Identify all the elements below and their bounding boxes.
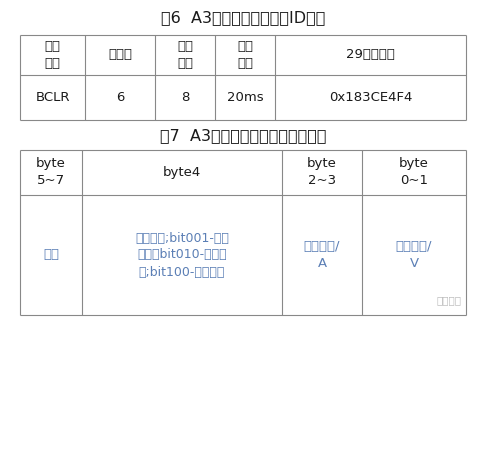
Text: byte
0~1: byte 0~1 bbox=[399, 158, 429, 188]
Text: 20ms: 20ms bbox=[226, 91, 263, 104]
Text: 刷新
速率: 刷新 速率 bbox=[237, 40, 253, 70]
Text: 充电模式;bit001-恒压
充电；bit010-恒流充
电;bit100-浮充充电: 充电模式;bit001-恒压 充电；bit010-恒流充 电;bit100-浮充… bbox=[135, 231, 229, 279]
Text: byte
2~3: byte 2~3 bbox=[307, 158, 337, 188]
Text: 预留: 预留 bbox=[43, 248, 59, 261]
Text: 表7  A3电池充电级别需求数据信息: 表7 A3电池充电级别需求数据信息 bbox=[160, 129, 326, 144]
Text: 电流需求/
A: 电流需求/ A bbox=[304, 240, 340, 270]
Text: 数据
长度: 数据 长度 bbox=[177, 40, 193, 70]
Text: 6: 6 bbox=[116, 91, 124, 104]
Text: 8: 8 bbox=[181, 91, 189, 104]
Text: 优先权: 优先权 bbox=[108, 49, 132, 62]
Text: 电压需求/
V: 电压需求/ V bbox=[396, 240, 432, 270]
Text: 29位标示符: 29位标示符 bbox=[346, 49, 395, 62]
Text: 0x183CE4F4: 0x183CE4F4 bbox=[329, 91, 412, 104]
Text: byte4: byte4 bbox=[163, 166, 201, 179]
Text: 报文
代号: 报文 代号 bbox=[45, 40, 60, 70]
Text: byte
5~7: byte 5~7 bbox=[36, 158, 66, 188]
Text: 电动学堂: 电动学堂 bbox=[436, 295, 461, 305]
Text: BCLR: BCLR bbox=[35, 91, 70, 104]
Text: 表6  A3电池充电级别需求ID信息: 表6 A3电池充电级别需求ID信息 bbox=[161, 10, 325, 26]
